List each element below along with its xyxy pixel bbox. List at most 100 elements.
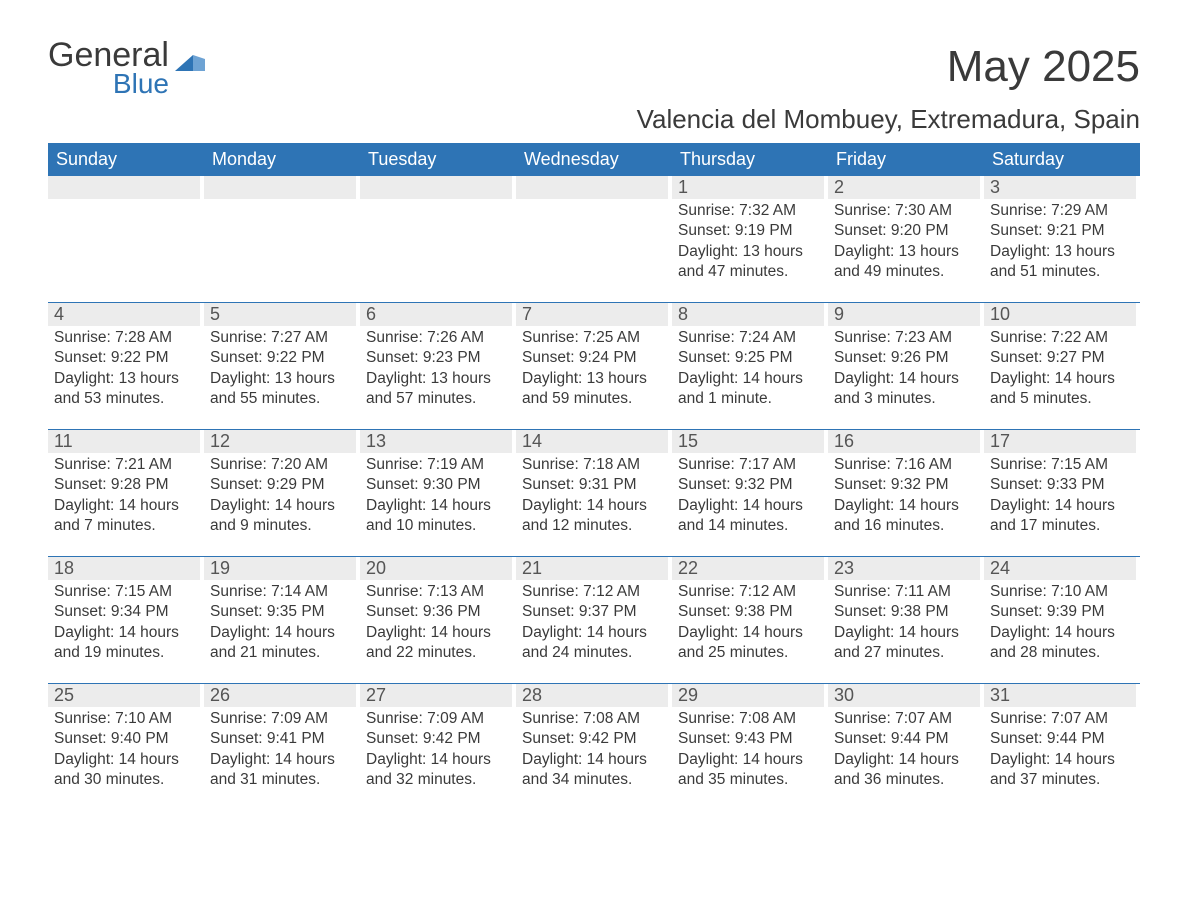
day-cell: 30Sunrise: 7:07 AMSunset: 9:44 PMDayligh… — [828, 684, 984, 796]
sunrise-line: Sunrise: 7:10 AM — [54, 709, 200, 729]
daylight-line: Daylight: 13 hours and 49 minutes. — [834, 242, 980, 283]
day-details: Sunrise: 7:30 AMSunset: 9:20 PMDaylight:… — [828, 201, 980, 283]
sunrise-line: Sunrise: 7:14 AM — [210, 582, 356, 602]
day-details: Sunrise: 7:07 AMSunset: 9:44 PMDaylight:… — [828, 709, 980, 791]
day-cell: 5Sunrise: 7:27 AMSunset: 9:22 PMDaylight… — [204, 303, 360, 415]
day-number: 19 — [204, 557, 356, 580]
sunrise-line: Sunrise: 7:25 AM — [522, 328, 668, 348]
day-cell: 8Sunrise: 7:24 AMSunset: 9:25 PMDaylight… — [672, 303, 828, 415]
day-number: 8 — [672, 303, 824, 326]
day-details: Sunrise: 7:10 AMSunset: 9:39 PMDaylight:… — [984, 582, 1136, 664]
daylight-line: Daylight: 14 hours and 36 minutes. — [834, 750, 980, 791]
daylight-line: Daylight: 13 hours and 47 minutes. — [678, 242, 824, 283]
week-row: 11Sunrise: 7:21 AMSunset: 9:28 PMDayligh… — [48, 429, 1140, 542]
sunset-line: Sunset: 9:20 PM — [834, 221, 980, 241]
sunrise-line: Sunrise: 7:13 AM — [366, 582, 512, 602]
sunrise-line: Sunrise: 7:17 AM — [678, 455, 824, 475]
day-cell: 1Sunrise: 7:32 AMSunset: 9:19 PMDaylight… — [672, 176, 828, 288]
day-details: Sunrise: 7:27 AMSunset: 9:22 PMDaylight:… — [204, 328, 356, 410]
daylight-line: Daylight: 14 hours and 5 minutes. — [990, 369, 1136, 410]
day-number: 9 — [828, 303, 980, 326]
sunset-line: Sunset: 9:28 PM — [54, 475, 200, 495]
daylight-line: Daylight: 14 hours and 25 minutes. — [678, 623, 824, 664]
day-number: 29 — [672, 684, 824, 707]
daylight-line: Daylight: 14 hours and 7 minutes. — [54, 496, 200, 537]
day-details: Sunrise: 7:24 AMSunset: 9:25 PMDaylight:… — [672, 328, 824, 410]
weekday-header: Thursday — [672, 143, 828, 176]
day-number: 23 — [828, 557, 980, 580]
sunset-line: Sunset: 9:35 PM — [210, 602, 356, 622]
day-details: Sunrise: 7:32 AMSunset: 9:19 PMDaylight:… — [672, 201, 824, 283]
week-row: 4Sunrise: 7:28 AMSunset: 9:22 PMDaylight… — [48, 302, 1140, 415]
sunrise-line: Sunrise: 7:08 AM — [678, 709, 824, 729]
sunset-line: Sunset: 9:36 PM — [366, 602, 512, 622]
day-number: 13 — [360, 430, 512, 453]
day-details: Sunrise: 7:22 AMSunset: 9:27 PMDaylight:… — [984, 328, 1136, 410]
daylight-line: Daylight: 14 hours and 21 minutes. — [210, 623, 356, 664]
day-details: Sunrise: 7:07 AMSunset: 9:44 PMDaylight:… — [984, 709, 1136, 791]
sunset-line: Sunset: 9:26 PM — [834, 348, 980, 368]
day-details: Sunrise: 7:25 AMSunset: 9:24 PMDaylight:… — [516, 328, 668, 410]
day-cell: 4Sunrise: 7:28 AMSunset: 9:22 PMDaylight… — [48, 303, 204, 415]
day-number — [360, 176, 512, 199]
day-number: 3 — [984, 176, 1136, 199]
sunset-line: Sunset: 9:22 PM — [210, 348, 356, 368]
sunrise-line: Sunrise: 7:09 AM — [210, 709, 356, 729]
sunset-line: Sunset: 9:25 PM — [678, 348, 824, 368]
logo-word-blue: Blue — [48, 70, 169, 98]
weekday-header: Monday — [204, 143, 360, 176]
day-cell — [516, 176, 672, 288]
sunset-line: Sunset: 9:23 PM — [366, 348, 512, 368]
logo-triangle-icon — [175, 51, 205, 71]
day-number — [516, 176, 668, 199]
sunrise-line: Sunrise: 7:11 AM — [834, 582, 980, 602]
daylight-line: Daylight: 14 hours and 17 minutes. — [990, 496, 1136, 537]
day-number: 30 — [828, 684, 980, 707]
daylight-line: Daylight: 14 hours and 35 minutes. — [678, 750, 824, 791]
daylight-line: Daylight: 14 hours and 32 minutes. — [366, 750, 512, 791]
sunrise-line: Sunrise: 7:20 AM — [210, 455, 356, 475]
weekday-header: Wednesday — [516, 143, 672, 176]
daylight-line: Daylight: 14 hours and 14 minutes. — [678, 496, 824, 537]
day-number: 28 — [516, 684, 668, 707]
sunset-line: Sunset: 9:27 PM — [990, 348, 1136, 368]
day-details: Sunrise: 7:08 AMSunset: 9:43 PMDaylight:… — [672, 709, 824, 791]
day-number: 2 — [828, 176, 980, 199]
daylight-line: Daylight: 14 hours and 22 minutes. — [366, 623, 512, 664]
day-details: Sunrise: 7:08 AMSunset: 9:42 PMDaylight:… — [516, 709, 668, 791]
weekday-header: Tuesday — [360, 143, 516, 176]
daylight-line: Daylight: 14 hours and 37 minutes. — [990, 750, 1136, 791]
sunrise-line: Sunrise: 7:16 AM — [834, 455, 980, 475]
day-number: 17 — [984, 430, 1136, 453]
day-cell: 25Sunrise: 7:10 AMSunset: 9:40 PMDayligh… — [48, 684, 204, 796]
day-number: 5 — [204, 303, 356, 326]
day-cell: 28Sunrise: 7:08 AMSunset: 9:42 PMDayligh… — [516, 684, 672, 796]
daylight-line: Daylight: 13 hours and 59 minutes. — [522, 369, 668, 410]
day-number: 27 — [360, 684, 512, 707]
sunrise-line: Sunrise: 7:24 AM — [678, 328, 824, 348]
sunset-line: Sunset: 9:24 PM — [522, 348, 668, 368]
day-number: 31 — [984, 684, 1136, 707]
sunrise-line: Sunrise: 7:29 AM — [990, 201, 1136, 221]
sunrise-line: Sunrise: 7:12 AM — [678, 582, 824, 602]
day-cell: 29Sunrise: 7:08 AMSunset: 9:43 PMDayligh… — [672, 684, 828, 796]
day-cell: 12Sunrise: 7:20 AMSunset: 9:29 PMDayligh… — [204, 430, 360, 542]
sunrise-line: Sunrise: 7:27 AM — [210, 328, 356, 348]
daylight-line: Daylight: 14 hours and 27 minutes. — [834, 623, 980, 664]
day-number: 22 — [672, 557, 824, 580]
location-subtitle: Valencia del Mombuey, Extremadura, Spain — [48, 104, 1140, 135]
day-details: Sunrise: 7:26 AMSunset: 9:23 PMDaylight:… — [360, 328, 512, 410]
day-cell: 21Sunrise: 7:12 AMSunset: 9:37 PMDayligh… — [516, 557, 672, 669]
day-number: 14 — [516, 430, 668, 453]
day-number: 6 — [360, 303, 512, 326]
day-number — [204, 176, 356, 199]
sunset-line: Sunset: 9:39 PM — [990, 602, 1136, 622]
daylight-line: Daylight: 14 hours and 31 minutes. — [210, 750, 356, 791]
day-cell — [204, 176, 360, 288]
daylight-line: Daylight: 14 hours and 3 minutes. — [834, 369, 980, 410]
day-number: 7 — [516, 303, 668, 326]
sunrise-line: Sunrise: 7:08 AM — [522, 709, 668, 729]
sunset-line: Sunset: 9:43 PM — [678, 729, 824, 749]
day-cell — [48, 176, 204, 288]
sunset-line: Sunset: 9:22 PM — [54, 348, 200, 368]
